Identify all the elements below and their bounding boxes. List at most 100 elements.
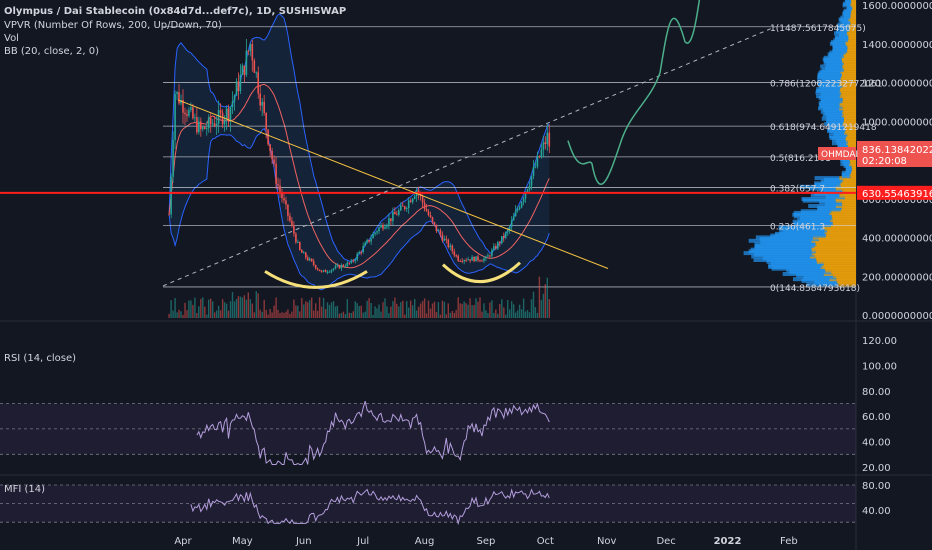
mfi-legend[interactable]: MFI (14)	[4, 484, 46, 495]
candle-body	[306, 257, 309, 261]
volume-bar	[231, 292, 234, 318]
candle-body	[366, 239, 368, 243]
volume-bar	[338, 313, 341, 318]
candle-body	[259, 93, 261, 106]
time-axis-label: Dec	[656, 536, 675, 547]
candle-body	[396, 214, 398, 216]
volume-bar	[255, 291, 257, 318]
volume-bar	[196, 313, 198, 318]
volume-bar	[265, 310, 267, 318]
volume-bar	[540, 300, 543, 318]
volume-bar	[217, 305, 220, 318]
candle-body	[514, 210, 517, 217]
volume-bar	[221, 299, 224, 318]
candle-body	[196, 117, 198, 133]
candle-body	[213, 123, 216, 126]
volume-bar	[320, 306, 323, 318]
candle-body	[249, 44, 252, 52]
volume-bar	[445, 314, 447, 318]
volume-bar	[419, 303, 422, 318]
candle-body	[271, 151, 273, 160]
candle-body	[243, 65, 246, 75]
candle-body	[475, 256, 477, 262]
candle-body	[479, 260, 481, 262]
candle-body	[231, 101, 234, 108]
candle-body	[461, 260, 463, 262]
volume-bar	[313, 310, 315, 318]
candle-body	[425, 208, 428, 212]
candle-body	[372, 234, 374, 239]
candle-body	[314, 265, 317, 269]
price-axis-label: 0.0000000000	[862, 311, 932, 322]
candle-body	[186, 114, 188, 116]
candle-body	[516, 208, 519, 211]
volume-bar	[390, 306, 392, 318]
volume-bar	[200, 298, 202, 318]
last-price-badge	[857, 140, 932, 167]
candle-body	[255, 72, 258, 74]
volume-bar	[352, 311, 354, 318]
candle-body	[172, 139, 174, 177]
vpvr-bar	[844, 0, 852, 3]
volume-bar	[243, 295, 246, 318]
bb-legend[interactable]: BB (20, close, 2, 0)	[4, 46, 99, 57]
candle-body	[322, 270, 325, 272]
candle-body	[455, 255, 457, 257]
candle-body	[287, 204, 289, 216]
volume-bar	[412, 305, 414, 318]
volume-bar	[491, 300, 493, 318]
vol-legend[interactable]: Vol	[4, 33, 19, 44]
volume-bar	[356, 303, 358, 318]
volume-bar	[204, 306, 206, 318]
volume-bar	[208, 299, 210, 318]
volume-bar	[538, 276, 541, 318]
candle-body	[265, 112, 267, 130]
volume-bar	[511, 301, 513, 318]
candle-body	[433, 222, 436, 225]
trendline	[177, 99, 609, 269]
candle-body	[471, 256, 473, 261]
volume-bar	[285, 311, 287, 318]
candle-body	[429, 215, 432, 218]
volume-bar	[394, 297, 396, 318]
candle-body	[219, 110, 222, 113]
volume-bar	[425, 313, 428, 318]
vpvr-bar	[851, 0, 856, 3]
rsi-axis-label: 80.00	[862, 387, 891, 398]
candle-body	[202, 127, 204, 130]
rsi-legend[interactable]: RSI (14, close)	[4, 353, 77, 364]
volume-bar	[188, 300, 190, 318]
candle-body	[338, 265, 341, 269]
candle-body	[503, 236, 505, 238]
volume-bar	[283, 312, 285, 318]
candle-body	[504, 232, 507, 238]
candle-body	[312, 261, 315, 265]
volume-bar	[453, 312, 455, 318]
volume-bar	[275, 297, 277, 318]
candle-body	[291, 220, 293, 226]
volume-bar	[513, 304, 515, 318]
volume-bar	[251, 303, 253, 318]
candle-body	[225, 108, 228, 120]
candle-body	[320, 271, 323, 273]
candle-body	[356, 253, 358, 260]
candle-body	[463, 260, 465, 262]
volume-bar	[237, 296, 240, 318]
candle-body	[215, 123, 218, 126]
candle-body	[538, 156, 541, 157]
candle-body	[227, 108, 230, 121]
candle-body	[241, 65, 244, 75]
candle-body	[445, 238, 448, 240]
volume-bar	[362, 312, 364, 318]
candle-body	[522, 198, 525, 202]
cup-curve	[264, 270, 368, 289]
candle-body	[491, 249, 493, 256]
vpvr-legend[interactable]: VPVR (Number Of Rows, 200, Up/Down, 70)	[4, 20, 222, 31]
volume-bar	[360, 305, 362, 318]
volume-bar	[332, 301, 335, 318]
rsi-axis-label: 60.00	[862, 412, 891, 423]
time-axis-label: Oct	[537, 536, 554, 547]
volume-bar	[229, 301, 232, 318]
